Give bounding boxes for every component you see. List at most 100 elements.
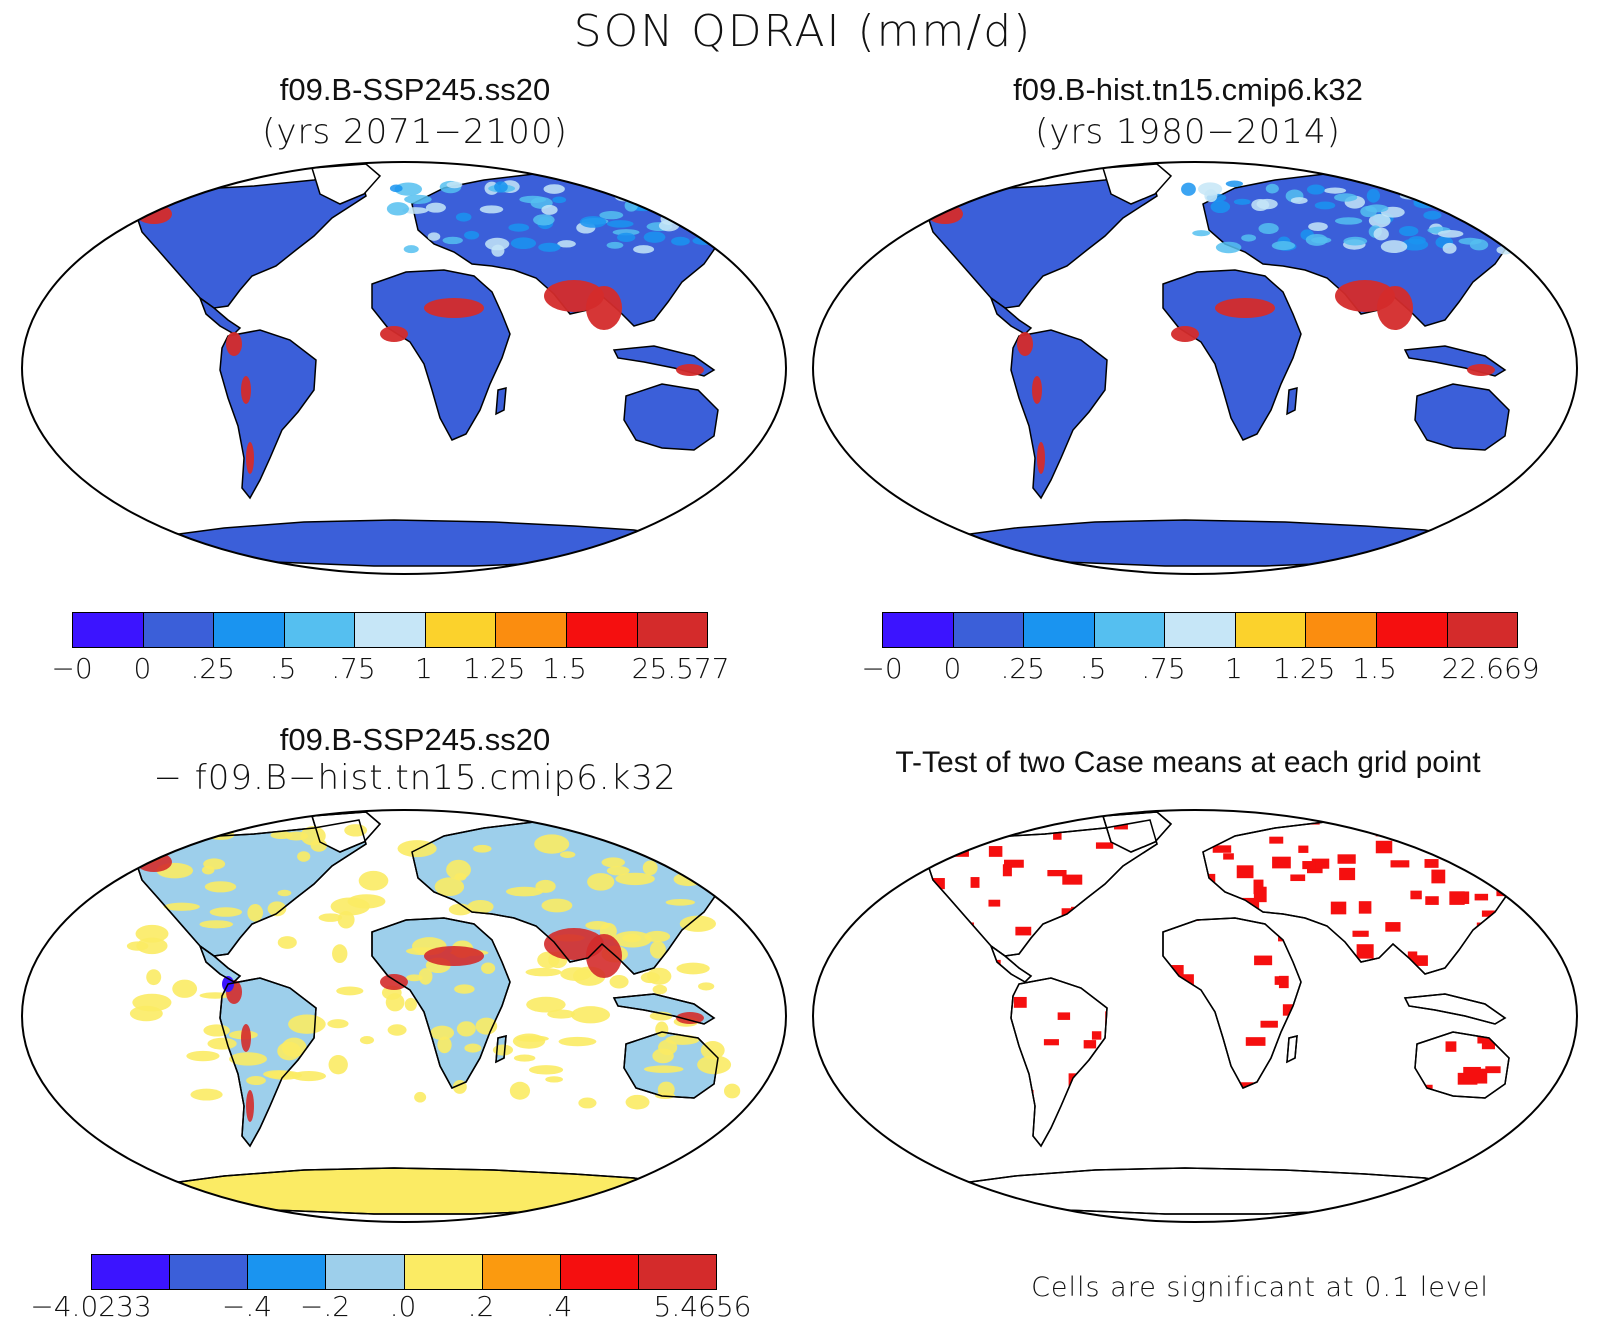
significant-cell bbox=[950, 947, 965, 955]
significant-cell bbox=[1115, 993, 1132, 1001]
significant-cell bbox=[1514, 873, 1532, 880]
significant-cell bbox=[1172, 868, 1183, 880]
significant-cell bbox=[910, 895, 928, 906]
significant-cell bbox=[1309, 1092, 1321, 1105]
significant-cell bbox=[1106, 957, 1123, 968]
coastline bbox=[219, 977, 317, 1148]
significant-cell bbox=[993, 1004, 1003, 1015]
significant-cell bbox=[1193, 860, 1205, 876]
significant-cell bbox=[1366, 1094, 1382, 1102]
significant-cell bbox=[1517, 876, 1526, 892]
significant-cell bbox=[1082, 902, 1090, 915]
significant-cell bbox=[1370, 1082, 1389, 1092]
significant-cell bbox=[921, 1081, 934, 1088]
significant-cell bbox=[925, 1001, 945, 1011]
significant-cell bbox=[1097, 982, 1109, 996]
significant-cell bbox=[1085, 1104, 1101, 1113]
significant-cell bbox=[1183, 1023, 1202, 1036]
colorbar-swatch bbox=[284, 613, 356, 647]
significant-cell bbox=[1095, 842, 1114, 849]
colorbar-swatch bbox=[496, 613, 567, 647]
significant-cell bbox=[1000, 1052, 1017, 1067]
significant-cell bbox=[1323, 1019, 1333, 1027]
colorbar-swatch bbox=[638, 1255, 716, 1289]
significant-cell bbox=[1105, 1045, 1118, 1055]
significant-cell bbox=[1207, 828, 1217, 842]
significant-cell bbox=[1300, 1019, 1301, 1027]
significant-cell bbox=[1319, 935, 1337, 946]
significant-cell bbox=[1203, 894, 1217, 906]
significant-cell bbox=[1424, 822, 1441, 824]
runoff-texture bbox=[538, 242, 561, 252]
significant-cell bbox=[1195, 1003, 1211, 1013]
significant-cell bbox=[912, 925, 925, 933]
significant-cell bbox=[1242, 808, 1257, 820]
significant-cell bbox=[1312, 997, 1329, 1012]
significant-cell bbox=[960, 985, 977, 996]
significant-cell bbox=[1318, 1057, 1335, 1071]
significant-cell bbox=[1485, 1066, 1501, 1074]
significant-cell bbox=[1383, 1081, 1397, 1089]
significant-cell bbox=[1323, 1102, 1338, 1109]
significant-cell bbox=[943, 1090, 955, 1101]
significant-cell bbox=[1122, 981, 1133, 996]
significant-cell bbox=[1172, 899, 1187, 909]
significant-cell bbox=[1375, 1068, 1387, 1074]
colorbar-tick-label: 22.669 bbox=[1441, 652, 1540, 685]
significant-cell bbox=[1493, 955, 1510, 964]
diff-texture bbox=[347, 894, 386, 909]
diff-texture bbox=[203, 858, 226, 870]
significant-cell bbox=[1371, 1038, 1380, 1049]
significant-cell bbox=[1475, 1068, 1488, 1084]
significant-cell bbox=[1389, 991, 1406, 997]
significant-cell bbox=[1176, 843, 1187, 857]
significant-cell bbox=[1139, 933, 1153, 947]
high-runoff-region bbox=[586, 286, 622, 330]
diff-texture bbox=[284, 831, 309, 841]
significant-cell bbox=[1500, 931, 1515, 941]
significant-cell bbox=[1080, 1070, 1099, 1077]
significant-cell bbox=[930, 878, 945, 890]
significant-cell bbox=[1521, 988, 1532, 1003]
significant-cell bbox=[1516, 933, 1528, 943]
significant-cell bbox=[1529, 959, 1547, 965]
diff-texture bbox=[570, 1006, 611, 1024]
colorbar-tick-label: 1.5 bbox=[542, 652, 587, 685]
significant-cell bbox=[1057, 1012, 1071, 1020]
panel-1-subtitle: (yrs 2071−2100) bbox=[262, 112, 568, 152]
diff-texture bbox=[481, 962, 496, 974]
runoff-texture bbox=[1324, 187, 1347, 194]
significant-cell bbox=[1485, 1028, 1505, 1036]
colorbar-panel-1-ticks: −0 0 .25 .5 .75 1 1.25 1.5 25.577 bbox=[51, 652, 729, 686]
significant-cell bbox=[1014, 1090, 1034, 1097]
significant-cell bbox=[1317, 1020, 1334, 1034]
landmass-antarctica bbox=[162, 519, 676, 567]
significant-cell bbox=[1469, 849, 1478, 865]
significant-cell bbox=[1118, 871, 1136, 881]
diff-texture bbox=[622, 933, 642, 943]
runoff-texture bbox=[671, 236, 690, 246]
significant-cell bbox=[1115, 891, 1126, 897]
significant-cell bbox=[1143, 910, 1152, 919]
significant-cell bbox=[1162, 874, 1174, 889]
significant-cell bbox=[1281, 920, 1299, 932]
significant-cell bbox=[1127, 997, 1141, 1007]
diff-texture bbox=[578, 1097, 597, 1109]
diff-texture bbox=[359, 1036, 375, 1045]
colorbar-swatch bbox=[482, 1255, 561, 1289]
significant-cell bbox=[1284, 1100, 1294, 1116]
landmass-madagascar bbox=[495, 387, 507, 416]
significant-cell bbox=[952, 820, 969, 828]
significant-cell bbox=[1174, 811, 1187, 820]
colorbar-swatch bbox=[1165, 613, 1236, 647]
significant-cell bbox=[918, 1055, 936, 1062]
significant-cell bbox=[1326, 1001, 1337, 1016]
significant-cell bbox=[1114, 1015, 1130, 1028]
coastline bbox=[1162, 917, 1302, 1089]
significant-cell bbox=[1195, 1036, 1212, 1044]
significant-cell bbox=[1035, 965, 1054, 975]
significant-cell bbox=[980, 1069, 994, 1085]
diff-texture bbox=[132, 993, 172, 1012]
significant-cell bbox=[1118, 1072, 1126, 1080]
significant-cell bbox=[1498, 857, 1509, 870]
